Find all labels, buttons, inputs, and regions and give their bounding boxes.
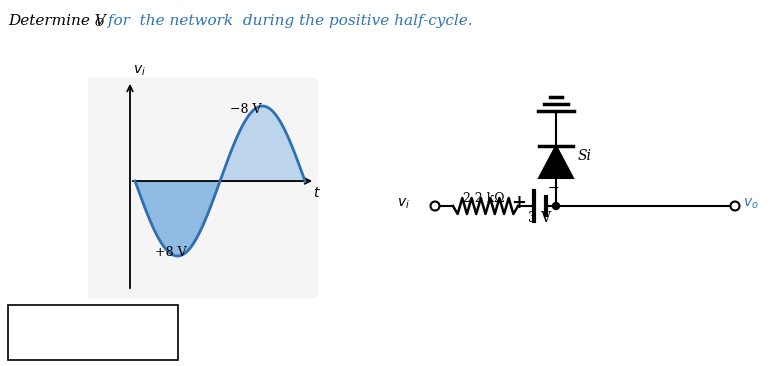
Text: +: + bbox=[511, 194, 526, 212]
Text: O: O bbox=[95, 18, 104, 28]
Text: $v_i$: $v_i$ bbox=[133, 64, 146, 78]
Circle shape bbox=[553, 202, 559, 209]
Text: −: − bbox=[548, 181, 559, 195]
Text: Si: Si bbox=[578, 149, 592, 163]
Bar bbox=[88, 78, 318, 298]
Text: +8 V: +8 V bbox=[155, 246, 186, 259]
Text: 3 V: 3 V bbox=[528, 211, 552, 225]
Text: $v_o$: $v_o$ bbox=[743, 197, 759, 211]
Text: −8 V: −8 V bbox=[230, 103, 262, 116]
Polygon shape bbox=[539, 146, 573, 178]
Bar bbox=[8, 305, 178, 360]
Text: Determine V: Determine V bbox=[8, 14, 106, 28]
Text: 2.2 kΩ: 2.2 kΩ bbox=[463, 192, 504, 205]
Text: $t$: $t$ bbox=[313, 186, 320, 200]
Text: for  the network  during the positive half-cycle.: for the network during the positive half… bbox=[103, 14, 473, 28]
Text: $v_i$: $v_i$ bbox=[397, 197, 410, 211]
